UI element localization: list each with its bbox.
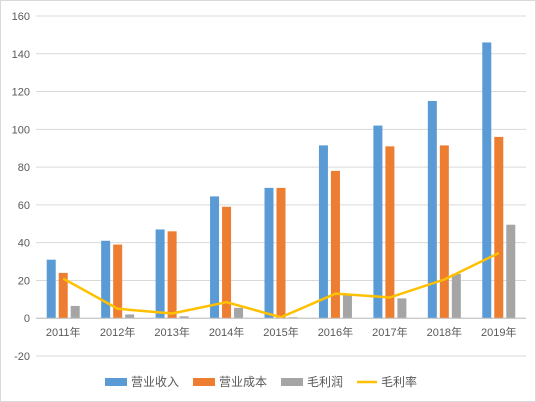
bar (210, 196, 220, 319)
x-tick-label: 2015年 (263, 325, 298, 339)
bar (46, 259, 56, 319)
y-axis: -20 0 20 40 60 80 100 120 140 160 (12, 11, 30, 363)
legend-label: 毛利率 (381, 374, 417, 389)
y-tick-label: 140 (12, 49, 30, 61)
bar (385, 146, 395, 319)
line-series-1 (62, 251, 500, 319)
bar (318, 145, 328, 319)
bar (276, 187, 286, 319)
y-tick-label: 60 (18, 200, 30, 212)
y-tick-label: 160 (12, 11, 30, 23)
bar (506, 224, 516, 319)
bar (179, 316, 189, 319)
bar (264, 187, 274, 319)
x-tick-label: 2019年 (481, 325, 516, 339)
bar (155, 229, 165, 319)
bar (330, 170, 340, 319)
y-tick-label: 0 (24, 313, 30, 325)
legend-swatch (193, 378, 215, 386)
bars (46, 42, 516, 319)
bar (482, 42, 492, 319)
bar (234, 307, 244, 319)
bar (167, 231, 177, 319)
y-tick-label: 20 (18, 275, 30, 287)
legend-swatch (281, 378, 303, 386)
legend-label: 营业成本 (219, 375, 267, 389)
bar (101, 240, 111, 319)
bar (494, 136, 504, 319)
legend-label: 营业收入 (131, 375, 179, 389)
x-tick-label: 2011年 (46, 325, 81, 339)
bar (451, 273, 461, 319)
bar-series-1 (46, 42, 492, 319)
bar (58, 272, 68, 319)
y-tick-label: 40 (18, 238, 30, 250)
y-tick-label: 80 (18, 162, 30, 174)
x-tick-label: 2017年 (372, 325, 407, 339)
y-tick-label: 100 (12, 124, 30, 136)
bar (125, 314, 135, 319)
bar (427, 101, 437, 319)
legend: 营业收入 营业成本 毛利润 毛利率 (105, 374, 417, 389)
bar (342, 293, 352, 319)
y-tick-label: -20 (14, 351, 30, 363)
x-tick-label: 2014年 (209, 325, 244, 339)
legend-swatch (105, 378, 127, 386)
x-tick-label: 2012年 (100, 325, 135, 339)
bar-series-2 (58, 136, 504, 319)
bar (397, 298, 407, 319)
bar (70, 305, 80, 319)
bar (113, 244, 123, 319)
bar (439, 145, 449, 319)
x-tick-label: 2016年 (318, 325, 353, 339)
legend-label: 毛利润 (307, 375, 343, 389)
bar (222, 206, 232, 319)
x-tick-label: 2013年 (154, 325, 189, 339)
bar (373, 125, 383, 319)
x-tick-label: 2018年 (427, 325, 462, 339)
y-tick-label: 120 (12, 87, 30, 99)
x-axis: 2011年 2012年 2013年 2014年 2015年 2016年 2017年 2018年… (46, 325, 517, 339)
